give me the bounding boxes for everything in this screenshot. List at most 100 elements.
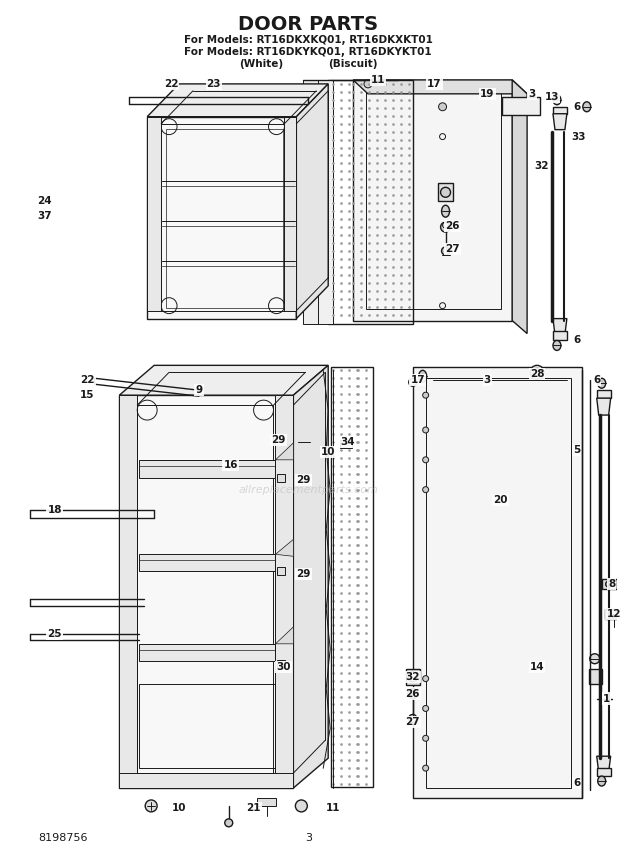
Text: 23: 23 bbox=[206, 79, 221, 89]
Polygon shape bbox=[553, 107, 567, 114]
Polygon shape bbox=[119, 395, 137, 780]
Text: (Biscuit): (Biscuit) bbox=[329, 59, 378, 69]
Text: 14: 14 bbox=[529, 662, 544, 672]
Bar bbox=[328, 80, 413, 324]
Text: 32: 32 bbox=[535, 162, 549, 171]
Bar bbox=[604, 609, 620, 619]
Ellipse shape bbox=[598, 776, 606, 786]
Text: 21: 21 bbox=[246, 803, 261, 813]
Text: 6: 6 bbox=[574, 336, 580, 346]
Ellipse shape bbox=[311, 447, 321, 457]
Text: 8: 8 bbox=[608, 580, 615, 589]
Polygon shape bbox=[293, 366, 328, 788]
Text: 11: 11 bbox=[326, 803, 340, 813]
Polygon shape bbox=[596, 398, 611, 415]
Polygon shape bbox=[596, 390, 611, 398]
Text: (White): (White) bbox=[239, 59, 283, 69]
Polygon shape bbox=[316, 80, 333, 324]
Ellipse shape bbox=[373, 75, 379, 85]
Text: 6: 6 bbox=[593, 375, 600, 385]
Text: 17: 17 bbox=[427, 79, 442, 89]
Text: 3: 3 bbox=[484, 375, 491, 385]
Polygon shape bbox=[119, 366, 328, 395]
Bar bbox=[278, 660, 285, 668]
Text: 30: 30 bbox=[276, 662, 291, 672]
Polygon shape bbox=[147, 116, 296, 318]
Text: 19: 19 bbox=[480, 89, 495, 98]
Ellipse shape bbox=[423, 427, 428, 433]
Text: 27: 27 bbox=[405, 717, 420, 728]
Ellipse shape bbox=[409, 715, 417, 722]
Text: 10: 10 bbox=[321, 447, 335, 457]
Ellipse shape bbox=[583, 102, 591, 112]
Text: 26: 26 bbox=[405, 688, 420, 698]
Text: 1: 1 bbox=[603, 693, 610, 704]
Ellipse shape bbox=[441, 222, 451, 232]
Polygon shape bbox=[405, 669, 420, 685]
Text: 27: 27 bbox=[445, 244, 460, 254]
Text: 5: 5 bbox=[574, 445, 580, 455]
Text: 29: 29 bbox=[296, 569, 311, 580]
Polygon shape bbox=[596, 756, 611, 772]
Bar bbox=[137, 405, 273, 773]
Polygon shape bbox=[275, 443, 293, 460]
Bar bbox=[340, 440, 352, 448]
Polygon shape bbox=[353, 80, 512, 321]
Bar bbox=[278, 473, 285, 482]
Ellipse shape bbox=[409, 378, 417, 386]
Polygon shape bbox=[147, 116, 161, 311]
Bar bbox=[502, 97, 540, 115]
Ellipse shape bbox=[590, 654, 600, 663]
Bar bbox=[278, 568, 285, 575]
Text: 29: 29 bbox=[272, 435, 286, 445]
Text: 9: 9 bbox=[195, 385, 203, 395]
Text: 28: 28 bbox=[530, 369, 544, 379]
Text: For Models: RT16DKXKQ01, RT16DKXKT01: For Models: RT16DKXKQ01, RT16DKXKT01 bbox=[184, 35, 433, 45]
Ellipse shape bbox=[418, 371, 427, 383]
Ellipse shape bbox=[423, 392, 428, 398]
Ellipse shape bbox=[295, 800, 308, 811]
Text: 15: 15 bbox=[80, 390, 95, 401]
Ellipse shape bbox=[598, 378, 606, 389]
Polygon shape bbox=[285, 116, 296, 311]
Polygon shape bbox=[553, 330, 567, 341]
Text: 22: 22 bbox=[164, 79, 179, 89]
Polygon shape bbox=[553, 114, 567, 129]
Text: 32: 32 bbox=[405, 672, 420, 681]
Text: 20: 20 bbox=[493, 495, 508, 504]
Polygon shape bbox=[119, 395, 293, 788]
Text: allreplacementparts.com: allreplacementparts.com bbox=[238, 484, 378, 495]
Polygon shape bbox=[275, 395, 293, 780]
Ellipse shape bbox=[225, 819, 232, 827]
Ellipse shape bbox=[438, 103, 446, 110]
Polygon shape bbox=[147, 84, 328, 116]
Bar bbox=[601, 580, 617, 589]
Bar bbox=[166, 128, 283, 307]
Polygon shape bbox=[589, 669, 601, 684]
Ellipse shape bbox=[606, 581, 612, 587]
Text: 22: 22 bbox=[80, 375, 95, 385]
Text: 34: 34 bbox=[341, 437, 355, 447]
Text: 29: 29 bbox=[296, 475, 311, 484]
Text: 8198756: 8198756 bbox=[38, 833, 87, 843]
Polygon shape bbox=[296, 84, 328, 318]
Text: 37: 37 bbox=[37, 211, 52, 221]
Ellipse shape bbox=[553, 95, 561, 104]
Text: DOOR PARTS: DOOR PARTS bbox=[238, 15, 378, 33]
Text: 6: 6 bbox=[574, 778, 580, 788]
Text: 16: 16 bbox=[223, 460, 238, 470]
Text: 18: 18 bbox=[48, 504, 62, 514]
Text: 6: 6 bbox=[574, 102, 580, 112]
Polygon shape bbox=[413, 367, 582, 798]
Polygon shape bbox=[275, 539, 293, 556]
Ellipse shape bbox=[423, 457, 428, 463]
Ellipse shape bbox=[530, 366, 544, 379]
Bar bbox=[257, 798, 277, 805]
Ellipse shape bbox=[408, 688, 418, 698]
Polygon shape bbox=[553, 318, 567, 335]
Ellipse shape bbox=[609, 610, 618, 618]
Ellipse shape bbox=[423, 675, 428, 681]
Ellipse shape bbox=[423, 765, 428, 771]
Polygon shape bbox=[353, 80, 527, 94]
Polygon shape bbox=[303, 80, 318, 324]
